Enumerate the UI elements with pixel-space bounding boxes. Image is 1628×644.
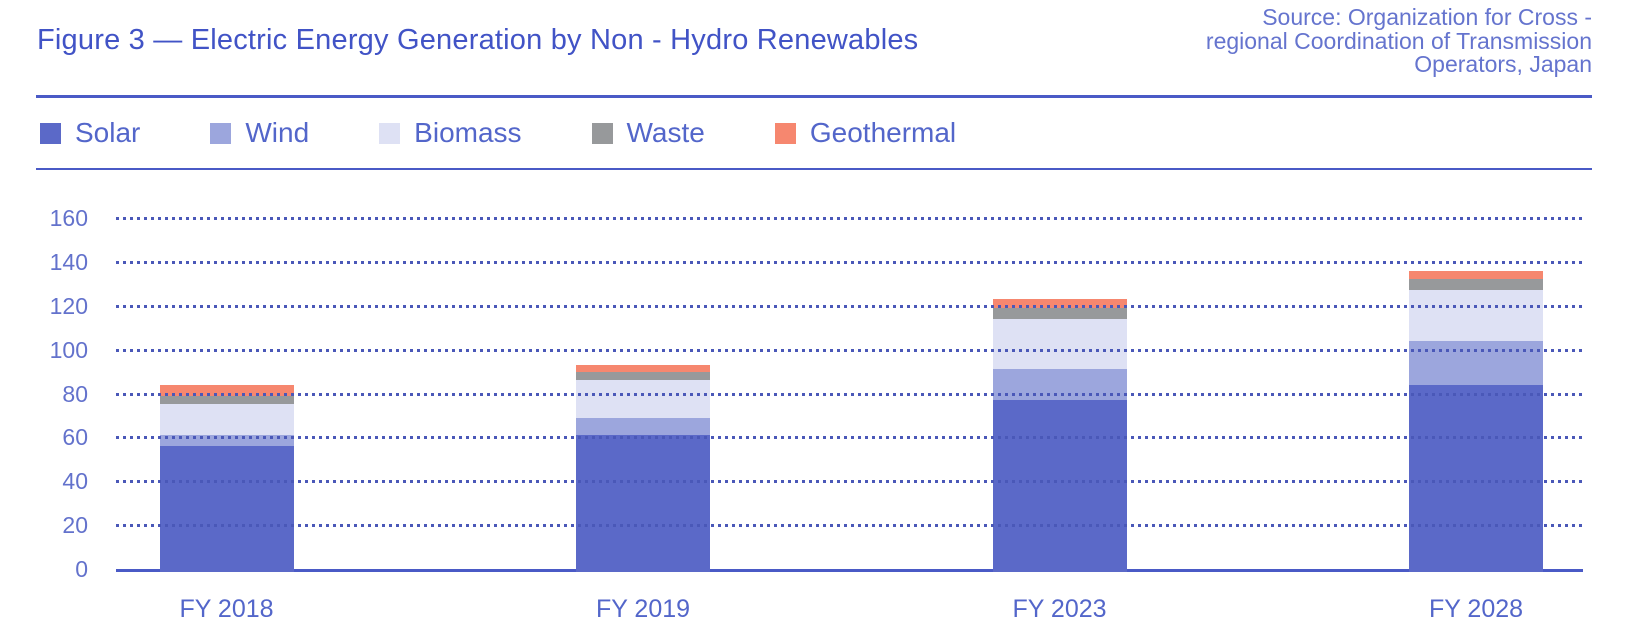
bar-segment-wind-fy-2028 — [1409, 340, 1543, 385]
bar-segment-geothermal-fy-2028 — [1409, 270, 1543, 280]
bar-segment-geothermal-fy-2019 — [576, 364, 710, 372]
x-axis-label-fy-2018: FY 2018 — [179, 595, 274, 623]
legend-swatch-biomass — [379, 122, 401, 144]
y-axis-tick-160: 160 — [49, 205, 88, 231]
legend-item-biomass: Biomass — [379, 117, 522, 149]
legend-label: Solar — [75, 117, 141, 148]
bar-segment-solar-fy-2028 — [1409, 384, 1543, 572]
legend-label: Biomass — [414, 117, 522, 148]
gridline-160 — [116, 217, 1583, 220]
bar-segment-solar-fy-2023 — [992, 400, 1127, 572]
legend-swatch-wind — [210, 122, 232, 144]
legend-label: Geothermal — [809, 117, 957, 148]
bar-segment-biomass-fy-2028 — [1409, 290, 1543, 341]
y-axis-tick-40: 40 — [62, 468, 88, 495]
legend-swatch-geothermal — [774, 122, 796, 144]
legend-swatch-waste — [591, 122, 613, 144]
bar-segment-waste-fy-2028 — [1409, 279, 1543, 291]
legend-label: Waste — [626, 117, 705, 148]
gridline-100 — [116, 348, 1583, 352]
gridline-140 — [116, 260, 1583, 264]
bar-segment-biomass-fy-2023 — [992, 318, 1127, 370]
bar-segment-solar-fy-2019 — [576, 435, 710, 572]
bar-segment-waste-fy-2018 — [159, 395, 294, 405]
y-axis-tick-140: 140 — [49, 248, 88, 275]
y-axis-tick-100: 100 — [49, 336, 88, 363]
bar-segment-biomass-fy-2019 — [576, 380, 710, 418]
legend-label: Wind — [245, 117, 310, 148]
x-axis-label-fy-2028: FY 2028 — [1428, 595, 1524, 623]
bar-segment-biomass-fy-2018 — [159, 404, 294, 436]
gridline-80 — [116, 392, 1583, 396]
x-axis-line — [116, 569, 1583, 572]
bar-segment-geothermal-fy-2018 — [159, 384, 294, 396]
legend-item-waste: Waste — [591, 117, 705, 149]
y-axis-tick-20: 20 — [62, 512, 88, 539]
x-axis-label-fy-2019: FY 2019 — [595, 595, 691, 623]
y-axis-tick-0: 0 — [75, 556, 88, 582]
legend-item-wind: Wind — [210, 117, 309, 149]
bar-segment-wind-fy-2018 — [159, 435, 294, 447]
bar-segment-geothermal-fy-2023 — [992, 299, 1127, 308]
gridline-120 — [116, 304, 1583, 308]
source-attribution: Source: Organization for Cross - regiona… — [1205, 4, 1592, 77]
bar-segment-solar-fy-2018 — [159, 446, 294, 572]
gridline-60 — [116, 436, 1583, 440]
y-axis-tick-80: 80 — [62, 380, 88, 407]
x-axis-label-fy-2023: FY 2023 — [1012, 595, 1107, 623]
gridline-40 — [116, 480, 1583, 484]
y-axis-tick-60: 60 — [62, 424, 88, 451]
top-divider — [36, 95, 1592, 98]
chart-legend: Solar Wind Biomass Waste Geothermal — [40, 117, 956, 149]
source-line-1: Source: Organization for Cross - — [1262, 4, 1592, 30]
figure-title: Figure 3 — Electric Energy Generation by… — [37, 24, 919, 56]
legend-item-geothermal: Geothermal — [774, 117, 957, 149]
bar-segment-waste-fy-2023 — [992, 307, 1127, 319]
y-axis-tick-120: 120 — [49, 292, 88, 319]
bar-segment-wind-fy-2019 — [576, 417, 710, 436]
legend-item-solar: Solar — [40, 117, 140, 149]
gridline-20 — [116, 524, 1583, 528]
bar-segment-waste-fy-2019 — [576, 371, 710, 381]
source-line-3: Operators, Japan — [1414, 51, 1592, 77]
legend-divider — [36, 168, 1592, 170]
legend-swatch-solar — [40, 122, 61, 144]
source-line-2: regional Coordination of Transmission — [1205, 27, 1592, 54]
